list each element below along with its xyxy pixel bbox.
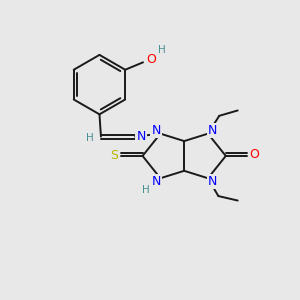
Text: N: N	[208, 175, 217, 188]
Text: O: O	[250, 148, 260, 161]
Text: H: H	[86, 133, 94, 143]
Text: N: N	[208, 124, 217, 137]
Text: S: S	[110, 149, 118, 162]
Text: N: N	[136, 130, 146, 143]
Text: H: H	[158, 45, 165, 56]
Text: N: N	[151, 175, 160, 188]
Text: O: O	[146, 53, 156, 66]
Text: H: H	[142, 184, 150, 194]
Text: N: N	[151, 124, 160, 137]
